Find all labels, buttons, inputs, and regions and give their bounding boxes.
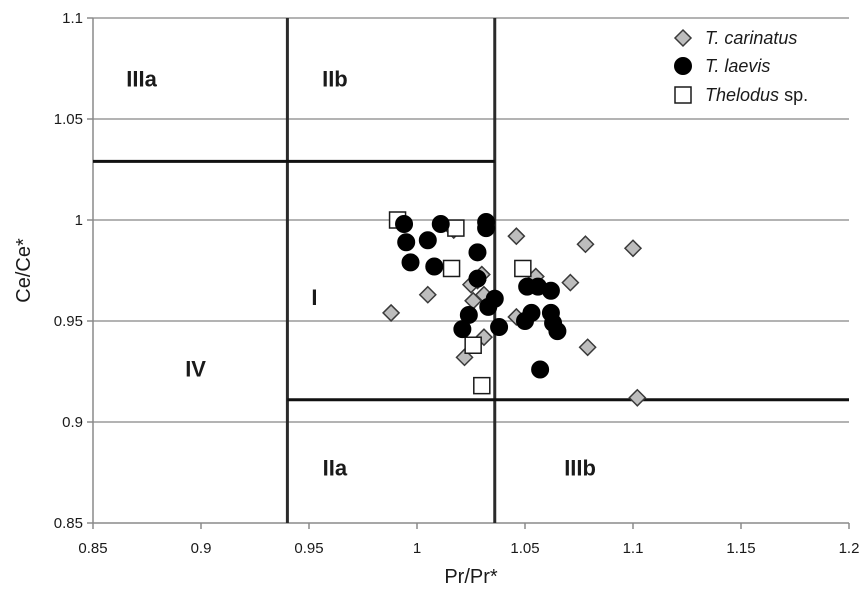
data-point-circle [468, 269, 487, 288]
y-tick-label: 1 [75, 212, 83, 229]
data-point-circle [401, 253, 420, 272]
region-label-iv: IV [185, 356, 206, 381]
region-label-iiia: IIIa [126, 67, 157, 92]
legend-label: T. laevis [705, 56, 770, 76]
y-tick-label: 0.85 [54, 515, 83, 532]
data-point-circle [485, 289, 504, 308]
legend-marker-diamond [673, 28, 693, 48]
y-tick-label: 1.05 [54, 111, 83, 128]
data-point-diamond [561, 273, 580, 292]
data-point-circle [431, 215, 450, 234]
x-tick-label: 1.2 [839, 540, 860, 557]
data-point-diamond [578, 338, 597, 357]
grid-lines [93, 17, 849, 423]
region-label-i: I [311, 285, 317, 310]
data-point-circle [522, 303, 541, 322]
y-tick-label: 0.9 [62, 414, 83, 431]
x-axis-title: Pr/Pr* [444, 566, 498, 588]
x-tick-label: 1.1 [623, 540, 644, 557]
x-tick-label: 1.05 [510, 540, 539, 557]
data-point-circle [548, 322, 567, 341]
y-tick-label: 1.1 [62, 10, 83, 27]
data-point-circle [531, 360, 550, 379]
data-point-square [514, 259, 532, 278]
x-tick-label: 0.95 [294, 540, 323, 557]
data-points [382, 211, 647, 407]
data-point-circle [397, 233, 416, 252]
y-tick-label: 0.95 [54, 313, 83, 330]
tick-labels: 0.85 0.9 0.95 1 1.05 1.1 0.85 0.9 0.95 1 1.05 1.1 1.… [54, 10, 860, 557]
data-point-square [473, 376, 491, 395]
legend-marker-square [674, 86, 692, 104]
data-point-diamond [382, 303, 401, 322]
x-tick-label: 1 [413, 540, 421, 557]
data-point-circle [459, 305, 478, 324]
data-point-diamond [628, 388, 647, 407]
y-axis-title: Ce/Ce* [13, 238, 35, 303]
region-label-iib: IIb [322, 67, 348, 92]
region-label-iiib: IIIb [564, 455, 596, 480]
region-labels: IIIa IIb I IV IIa IIIb [126, 67, 596, 481]
legend: T. carinatus T. laevis Thelodus sp. [673, 28, 808, 105]
data-point-diamond [418, 285, 437, 304]
legend-label: T. carinatus [705, 28, 797, 48]
x-tick-label: 0.85 [78, 540, 107, 557]
data-point-circle [468, 243, 487, 262]
x-tick-label: 0.9 [191, 540, 212, 557]
data-point-diamond [623, 239, 643, 258]
data-point-diamond [576, 235, 595, 254]
data-point-circle [418, 231, 437, 250]
data-point-circle [490, 318, 509, 337]
legend-label: Thelodus sp. [705, 85, 808, 105]
data-point-circle [541, 281, 560, 300]
region-label-iia: IIa [323, 455, 348, 480]
data-point-circle [395, 215, 414, 234]
legend-marker-circle [674, 57, 692, 75]
data-point-circle [477, 219, 496, 238]
x-tick-label: 1.15 [726, 540, 755, 557]
data-point-square [442, 259, 461, 278]
data-point-circle [425, 257, 444, 276]
data-point-square [447, 219, 465, 237]
data-point-diamond [507, 227, 526, 246]
field-boundaries [93, 18, 849, 523]
data-point-square [464, 336, 482, 354]
axes [87, 17, 850, 529]
